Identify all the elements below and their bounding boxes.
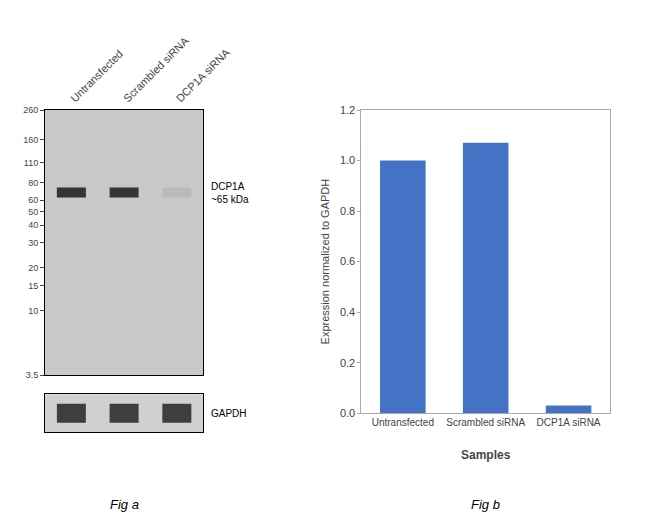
svg-text:Untransfected: Untransfected [372,417,434,428]
svg-text:0.4: 0.4 [340,306,355,318]
svg-text:80: 80 [28,178,38,188]
svg-text:20: 20 [28,263,38,273]
svg-text:30: 30 [28,238,38,248]
svg-text:0.2: 0.2 [340,357,355,369]
svg-text:DCP1A siRNA: DCP1A siRNA [174,46,233,105]
svg-text:Samples: Samples [461,448,511,462]
svg-text:110: 110 [24,158,38,168]
svg-text:DCP1A~65 kDa: DCP1A~65 kDa [211,181,249,205]
svg-text:10: 10 [28,306,38,316]
svg-text:0.0: 0.0 [340,407,355,419]
svg-text:GAPDH: GAPDH [211,408,247,419]
svg-text:60: 60 [28,195,38,205]
svg-text:260: 260 [23,105,38,115]
svg-text:15: 15 [28,281,38,291]
svg-text:Expression normalized to GAPDH: Expression normalized to GAPDH [319,179,331,345]
svg-text:50: 50 [28,207,38,217]
svg-text:Fig a: Fig a [110,497,139,512]
svg-text:0.8: 0.8 [340,205,355,217]
svg-text:DCP1A siRNA: DCP1A siRNA [537,417,601,428]
svg-text:Scrambled siRNA: Scrambled siRNA [121,34,191,104]
svg-text:Fig b: Fig b [471,497,500,512]
svg-text:0.6: 0.6 [340,255,355,267]
svg-text:1.0: 1.0 [340,154,355,166]
svg-text:40: 40 [28,220,38,230]
svg-text:Untransfected: Untransfected [68,47,125,104]
svg-text:160: 160 [23,135,38,145]
svg-text:Scrambled siRNA: Scrambled siRNA [446,417,525,428]
svg-text:1.2: 1.2 [340,104,355,116]
svg-text:3.5: 3.5 [26,370,39,380]
